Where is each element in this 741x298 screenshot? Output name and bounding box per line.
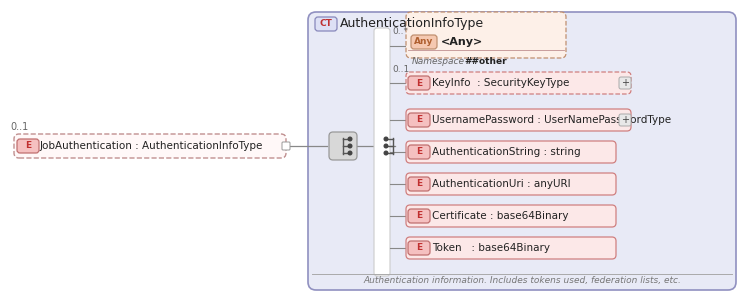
Text: E: E bbox=[25, 142, 31, 150]
FancyBboxPatch shape bbox=[14, 134, 286, 158]
FancyBboxPatch shape bbox=[406, 109, 631, 131]
Text: AuthenticationUri : anyURI: AuthenticationUri : anyURI bbox=[432, 179, 571, 189]
FancyBboxPatch shape bbox=[408, 177, 430, 191]
Text: UsernamePassword : UserNamePasswordType: UsernamePassword : UserNamePasswordType bbox=[432, 115, 671, 125]
FancyBboxPatch shape bbox=[619, 114, 631, 126]
Circle shape bbox=[348, 144, 352, 148]
Text: E: E bbox=[416, 116, 422, 125]
Circle shape bbox=[384, 151, 388, 155]
FancyBboxPatch shape bbox=[406, 173, 616, 195]
Text: E: E bbox=[416, 148, 422, 156]
FancyBboxPatch shape bbox=[308, 12, 736, 290]
Text: +: + bbox=[621, 78, 629, 88]
FancyBboxPatch shape bbox=[329, 132, 357, 160]
Text: Namespace: Namespace bbox=[412, 58, 465, 66]
FancyBboxPatch shape bbox=[408, 113, 430, 127]
Text: Authentication information. Includes tokens used, federation lists, etc.: Authentication information. Includes tok… bbox=[363, 277, 681, 285]
Text: AuthenticationString : string: AuthenticationString : string bbox=[432, 147, 581, 157]
FancyBboxPatch shape bbox=[619, 77, 631, 89]
Text: ##other: ##other bbox=[464, 58, 507, 66]
Text: Any: Any bbox=[414, 38, 433, 46]
Text: E: E bbox=[416, 212, 422, 221]
Text: +: + bbox=[621, 115, 629, 125]
FancyBboxPatch shape bbox=[406, 205, 616, 227]
FancyBboxPatch shape bbox=[282, 142, 290, 150]
Text: <Any>: <Any> bbox=[441, 37, 483, 47]
Circle shape bbox=[348, 137, 352, 141]
Text: 0..1: 0..1 bbox=[10, 122, 28, 132]
Circle shape bbox=[384, 137, 388, 141]
FancyBboxPatch shape bbox=[411, 35, 437, 49]
FancyBboxPatch shape bbox=[406, 141, 616, 163]
Text: 0..*: 0..* bbox=[392, 27, 408, 36]
Text: CT: CT bbox=[319, 19, 333, 29]
FancyBboxPatch shape bbox=[374, 28, 390, 276]
Text: KeyInfo  : SecurityKeyType: KeyInfo : SecurityKeyType bbox=[432, 78, 569, 88]
FancyBboxPatch shape bbox=[408, 241, 430, 255]
Text: E: E bbox=[416, 243, 422, 252]
Circle shape bbox=[384, 144, 388, 148]
FancyBboxPatch shape bbox=[406, 237, 616, 259]
FancyBboxPatch shape bbox=[408, 209, 430, 223]
Text: E: E bbox=[416, 179, 422, 189]
FancyBboxPatch shape bbox=[408, 76, 430, 90]
Text: AuthenticationInfoType: AuthenticationInfoType bbox=[340, 18, 484, 30]
Text: Token   : base64Binary: Token : base64Binary bbox=[432, 243, 550, 253]
Text: Certificate : base64Binary: Certificate : base64Binary bbox=[432, 211, 568, 221]
FancyBboxPatch shape bbox=[406, 12, 566, 58]
FancyBboxPatch shape bbox=[408, 145, 430, 159]
Text: E: E bbox=[416, 78, 422, 88]
FancyBboxPatch shape bbox=[406, 72, 631, 94]
FancyBboxPatch shape bbox=[315, 17, 337, 31]
Text: 0..1: 0..1 bbox=[392, 64, 409, 74]
Circle shape bbox=[348, 151, 352, 155]
FancyBboxPatch shape bbox=[17, 139, 39, 153]
Text: JobAuthentication : AuthenticationInfoType: JobAuthentication : AuthenticationInfoTy… bbox=[40, 141, 263, 151]
